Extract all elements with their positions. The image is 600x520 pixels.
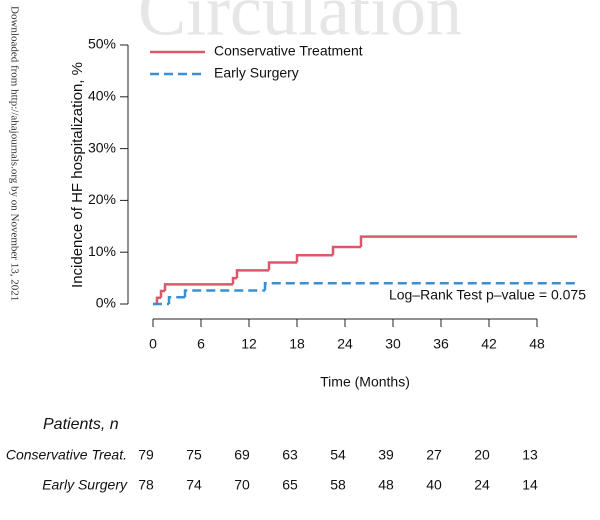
x-axis-label: Time (Months) bbox=[320, 374, 410, 390]
x-tick-label: 48 bbox=[529, 336, 545, 352]
x-tick-label: 24 bbox=[337, 336, 353, 352]
legend-label: Conservative Treatment bbox=[214, 43, 363, 59]
table-cell: 40 bbox=[426, 477, 442, 493]
x-tick-label: 12 bbox=[241, 336, 257, 352]
step-segment bbox=[267, 261, 297, 271]
x-tick-label: 42 bbox=[481, 336, 497, 352]
table-cell: 27 bbox=[426, 447, 442, 463]
annotation: Log–Rank Test p–value = 0.075 bbox=[389, 287, 586, 303]
table-row-label: Early Surgery bbox=[42, 477, 128, 493]
table-title: Patients, n bbox=[43, 416, 119, 433]
step-segment bbox=[163, 283, 233, 292]
step-segment bbox=[263, 282, 577, 291]
step-segment bbox=[295, 254, 333, 263]
step-segment bbox=[235, 269, 269, 279]
step-segment bbox=[231, 276, 237, 285]
table-cell: 39 bbox=[378, 447, 394, 463]
step-segment bbox=[159, 289, 165, 298]
table-row-label: Conservative Treat. bbox=[6, 447, 127, 463]
y-tick-label: 20% bbox=[88, 191, 116, 207]
y-axis-label: Incidence of HF hospitalization, % bbox=[69, 62, 86, 288]
table-cell: 78 bbox=[138, 477, 154, 493]
step-segment bbox=[155, 296, 161, 304]
table-cell: 79 bbox=[138, 447, 154, 463]
table-cell: 48 bbox=[378, 477, 394, 493]
table-cell: 63 bbox=[282, 447, 298, 463]
x-tick-label: 18 bbox=[289, 336, 305, 352]
x-tick-label: 36 bbox=[433, 336, 449, 352]
x-tick-label: 30 bbox=[385, 336, 401, 352]
step-segment bbox=[183, 289, 265, 298]
x-tick-label: 6 bbox=[197, 336, 205, 352]
step-segment bbox=[167, 296, 185, 304]
x-tick-label: 0 bbox=[149, 336, 157, 352]
table-cell: 24 bbox=[474, 477, 490, 493]
table-cell: 70 bbox=[234, 477, 250, 493]
step-segment bbox=[359, 235, 577, 248]
table-cell: 20 bbox=[474, 447, 490, 463]
y-tick-label: 40% bbox=[88, 88, 116, 104]
y-tick-label: 30% bbox=[88, 139, 116, 155]
y-tick-label: 10% bbox=[88, 243, 116, 259]
table-cell: 69 bbox=[234, 447, 250, 463]
table-cell: 58 bbox=[330, 477, 346, 493]
table-cell: 74 bbox=[186, 477, 202, 493]
table-cell: 54 bbox=[330, 447, 346, 463]
y-tick-label: 0% bbox=[96, 295, 116, 311]
watermark: Circulation bbox=[138, 0, 462, 51]
side-note: Downloaded from http://ahajournals.org b… bbox=[8, 6, 20, 301]
table-cell: 13 bbox=[522, 447, 538, 463]
table-cell: 14 bbox=[522, 477, 538, 493]
table-cell: 75 bbox=[186, 447, 202, 463]
legend-label: Early Surgery bbox=[214, 65, 299, 81]
y-tick-label: 50% bbox=[88, 36, 116, 52]
table-cell: 65 bbox=[282, 477, 298, 493]
step-segment bbox=[331, 245, 361, 256]
